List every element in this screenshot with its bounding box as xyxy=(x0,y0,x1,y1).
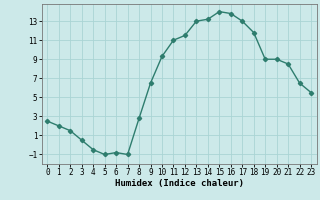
X-axis label: Humidex (Indice chaleur): Humidex (Indice chaleur) xyxy=(115,179,244,188)
